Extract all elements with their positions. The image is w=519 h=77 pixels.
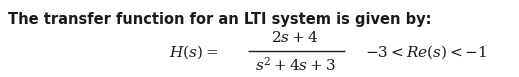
Text: $-3 < Re(s) < -1$: $-3 < Re(s) < -1$ [365, 43, 487, 61]
Text: $s^2 + 4s + 3$: $s^2 + 4s + 3$ [255, 56, 335, 74]
Text: The transfer function for an LTI system is given by:: The transfer function for an LTI system … [8, 12, 431, 27]
Text: $H(s) =$: $H(s) =$ [169, 43, 218, 61]
Text: $2s + 4$: $2s + 4$ [271, 29, 319, 45]
